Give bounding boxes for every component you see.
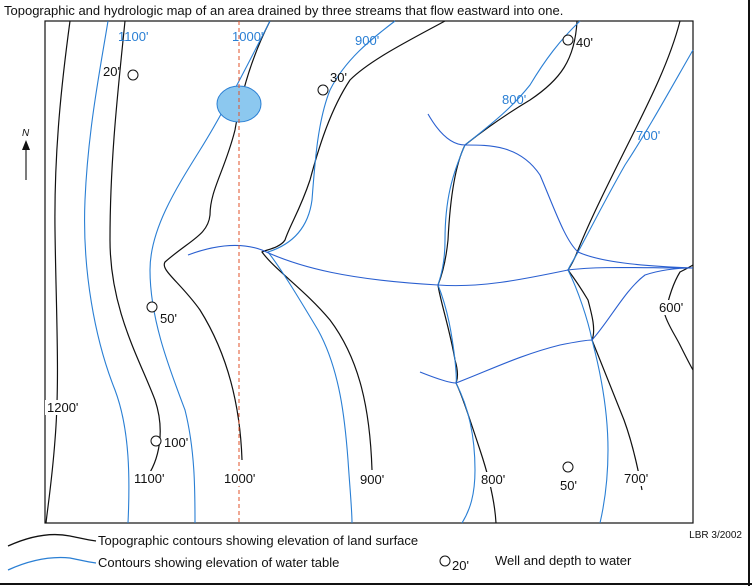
northern-stream — [427, 113, 694, 269]
topo-label-background — [222, 471, 260, 486]
legend-well-label: Well and depth to water — [495, 553, 632, 568]
topo-contour-label: 1000' — [224, 471, 255, 486]
well-depth-label: 30' — [330, 70, 347, 85]
legend-well-symbol — [439, 555, 451, 567]
topo-label-background — [358, 472, 389, 487]
legend — [7, 533, 451, 571]
well-depth-label: 100' — [164, 435, 188, 450]
legend-topo-label: Topographic contours showing elevation o… — [98, 533, 419, 548]
topo-label-background — [479, 472, 510, 487]
well-depth-label: 20' — [103, 64, 120, 79]
water-table-contour-1100 — [84, 20, 130, 524]
topo-contour-600 — [664, 264, 694, 371]
well-3 — [562, 34, 574, 46]
well-1 — [127, 69, 139, 81]
water-table-contour-label: 1100' — [118, 29, 148, 44]
topo-contour-label: 600' — [659, 300, 683, 315]
map-frame — [44, 20, 694, 524]
well-5 — [150, 435, 162, 447]
credit-label: LBR 3/2002 — [689, 530, 742, 541]
topo-contour-label: 800' — [481, 472, 505, 487]
legend-water-table-swatch — [7, 556, 97, 571]
topo-label-background — [622, 471, 653, 486]
southern-stream — [419, 267, 694, 384]
main-stream — [187, 244, 694, 287]
topo-contour-700-a — [567, 20, 681, 491]
well-depth-label: 50' — [160, 311, 177, 326]
topo-label-background — [657, 300, 688, 315]
legend-water-table-label: Contours showing elevation of water tabl… — [98, 555, 340, 570]
water-table-contour-700 — [567, 49, 694, 524]
well-2 — [317, 84, 329, 96]
topo-contour-1100 — [109, 20, 161, 481]
topo-label-background — [45, 400, 83, 415]
topo-label-background — [132, 471, 170, 486]
north-label: N — [22, 128, 30, 139]
topo-contour-1200 — [45, 20, 71, 524]
figure-title: Topographic and hydrologic map of an are… — [4, 3, 564, 18]
topo-contour-900 — [261, 20, 446, 471]
water-table-contour-label: 700' — [636, 128, 660, 143]
topo-contour-label: 900' — [360, 472, 384, 487]
well-depth-label: 40' — [576, 35, 593, 50]
well-depth-label: 50' — [560, 478, 577, 493]
topo-contour-label: 1100' — [134, 471, 164, 486]
topo-contour-label: 700' — [624, 471, 648, 486]
north-arrow: N — [22, 128, 30, 180]
water-table-contour-label: 1000' — [232, 29, 263, 44]
well-6 — [562, 461, 574, 473]
legend-topo-swatch — [7, 533, 97, 547]
water-table-contour-label: 900' — [355, 33, 379, 48]
water-table-contour-label: 800' — [502, 92, 526, 107]
well-4 — [146, 301, 158, 313]
water-table-contour-900 — [267, 20, 396, 524]
water-table-contour-800 — [437, 20, 581, 524]
topo-contour-label: 1200' — [47, 400, 78, 415]
legend-well-sample-depth: 20' — [452, 558, 469, 573]
topo-contour-1000 — [163, 20, 271, 461]
